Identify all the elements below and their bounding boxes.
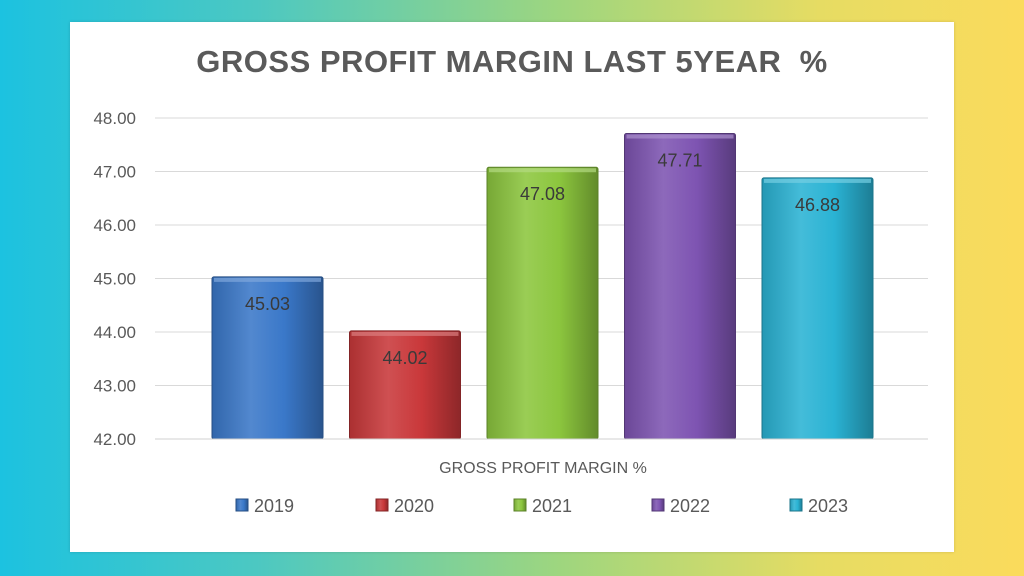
bar-highlight: [764, 178, 871, 183]
legend-swatch-2019: [235, 498, 249, 512]
bar-highlight: [351, 331, 459, 336]
chart-title: GROSS PROFIT MARGIN LAST 5YEAR %: [196, 44, 828, 79]
data-label-2019: 45.03: [245, 294, 290, 314]
y-tick-label: 48.00: [93, 109, 136, 128]
legend-label-2020: 2020: [394, 496, 434, 516]
data-label-2022: 47.71: [657, 151, 702, 171]
data-label-2021: 47.08: [520, 184, 565, 204]
legend-swatch-2022: [651, 498, 665, 512]
y-tick-label: 45.00: [93, 270, 136, 289]
bar-2023: [761, 177, 874, 440]
bar-2021: [486, 166, 599, 440]
bar-highlight: [214, 277, 321, 282]
bar-highlight: [626, 134, 734, 139]
y-tick-label: 47.00: [93, 163, 136, 182]
bar-2022: [624, 133, 736, 440]
legend-label-2019: 2019: [254, 496, 294, 516]
legend-swatch-2020: [375, 498, 389, 512]
legend-label-2021: 2021: [532, 496, 572, 516]
legend-swatch-2023: [789, 498, 803, 512]
data-label-2023: 46.88: [795, 195, 840, 215]
x-axis-label: GROSS PROFIT MARGIN %: [439, 460, 647, 477]
bar-highlight: [489, 168, 596, 173]
y-tick-label: 42.00: [93, 430, 136, 449]
data-label-2020: 44.02: [382, 348, 427, 368]
y-tick-label: 43.00: [93, 377, 136, 396]
y-tick-label: 46.00: [93, 216, 136, 235]
legend-label-2023: 2023: [808, 496, 848, 516]
y-tick-label: 44.00: [93, 323, 136, 342]
legend-swatch-2021: [513, 498, 527, 512]
legend-label-2022: 2022: [670, 496, 710, 516]
